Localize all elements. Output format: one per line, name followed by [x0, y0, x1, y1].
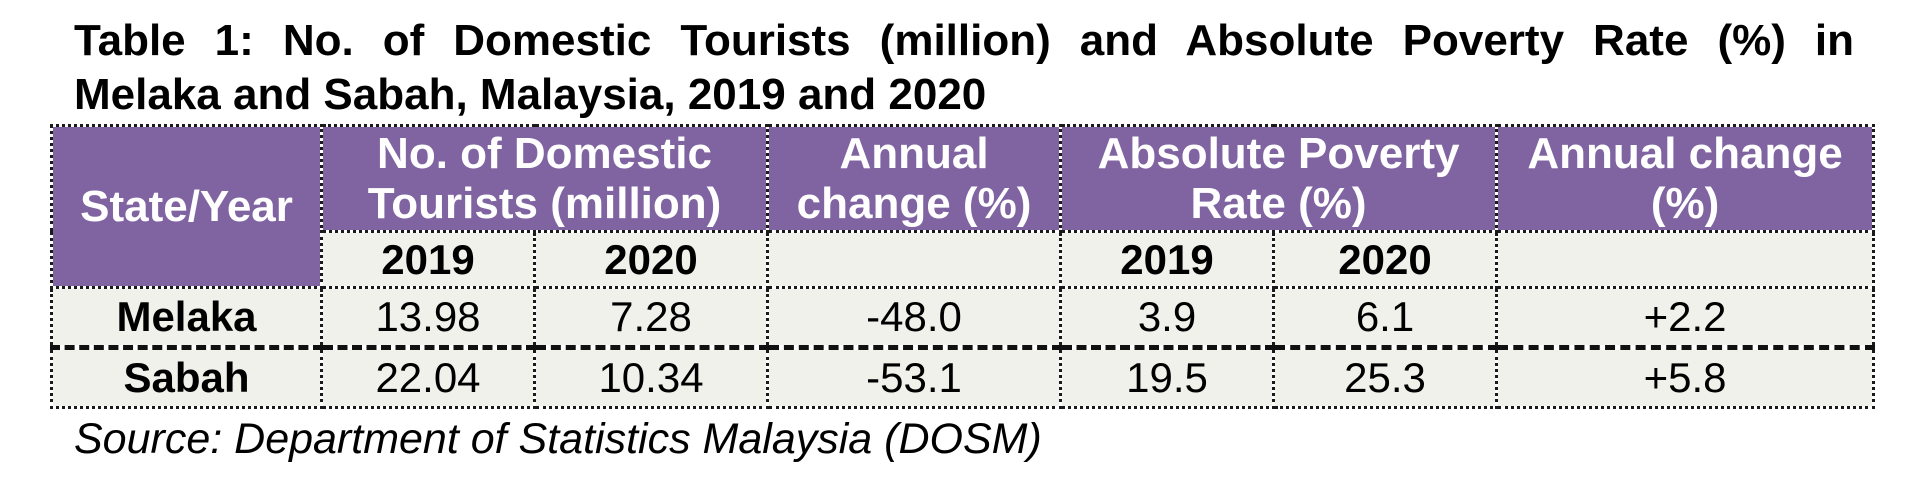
table-title-line1: Table 1: No. of Domestic Tourists (milli…: [74, 16, 1854, 65]
header-tourists: No. of Domestic Tourists (million): [319, 124, 770, 233]
header-state: State/Year: [50, 124, 323, 289]
cell-poverty-2020: 6.1: [1272, 286, 1499, 349]
cell-poverty-2020: 25.3: [1272, 345, 1499, 409]
table-title: Table 1: No. of Domestic Tourists (milli…: [74, 14, 1854, 122]
year-blank-1: [766, 230, 1063, 289]
cell-state: Sabah: [50, 345, 323, 409]
cell-tourists-2020: 7.28: [532, 286, 770, 349]
data-table: State/Year No. of Domestic Tourists (mil…: [50, 124, 1876, 409]
table-row-melaka: Melaka 13.98 7.28 -48.0 3.9 6.1 +2.2: [50, 286, 1876, 349]
table-row-sabah: Sabah 22.04 10.34 -53.1 19.5 25.3 +5.8: [50, 345, 1876, 409]
year-tourists-2019: 2019: [320, 230, 536, 289]
header-poverty: Absolute Poverty Rate (%): [1059, 124, 1499, 233]
cell-tourists-2020: 10.34: [532, 345, 770, 409]
source-note: Source: Department of Statistics Malaysi…: [74, 415, 1042, 463]
cell-tourists-change: -53.1: [766, 345, 1063, 409]
table-title-line2: Melaka and Sabah, Malaysia, 2019 and 202…: [74, 70, 987, 119]
cell-poverty-2019: 19.5: [1059, 345, 1276, 409]
year-tourists-2020: 2020: [532, 230, 770, 289]
header-tourists-change: Annual change (%): [766, 124, 1063, 233]
year-poverty-2020: 2020: [1272, 230, 1499, 289]
header-row: State/Year No. of Domestic Tourists (mil…: [50, 124, 1876, 289]
header-poverty-change: Annual change (%): [1495, 124, 1876, 233]
cell-poverty-change: +5.8: [1495, 345, 1876, 409]
cell-state: Melaka: [50, 286, 323, 349]
year-poverty-2019: 2019: [1059, 230, 1276, 289]
cell-tourists-change: -48.0: [766, 286, 1063, 349]
year-blank-2: [1495, 230, 1876, 289]
cell-tourists-2019: 22.04: [320, 345, 536, 409]
cell-poverty-2019: 3.9: [1059, 286, 1276, 349]
cell-tourists-2019: 13.98: [320, 286, 536, 349]
year-row: 2019 2020 2019 2020: [52, 230, 1876, 289]
cell-poverty-change: +2.2: [1495, 286, 1876, 349]
